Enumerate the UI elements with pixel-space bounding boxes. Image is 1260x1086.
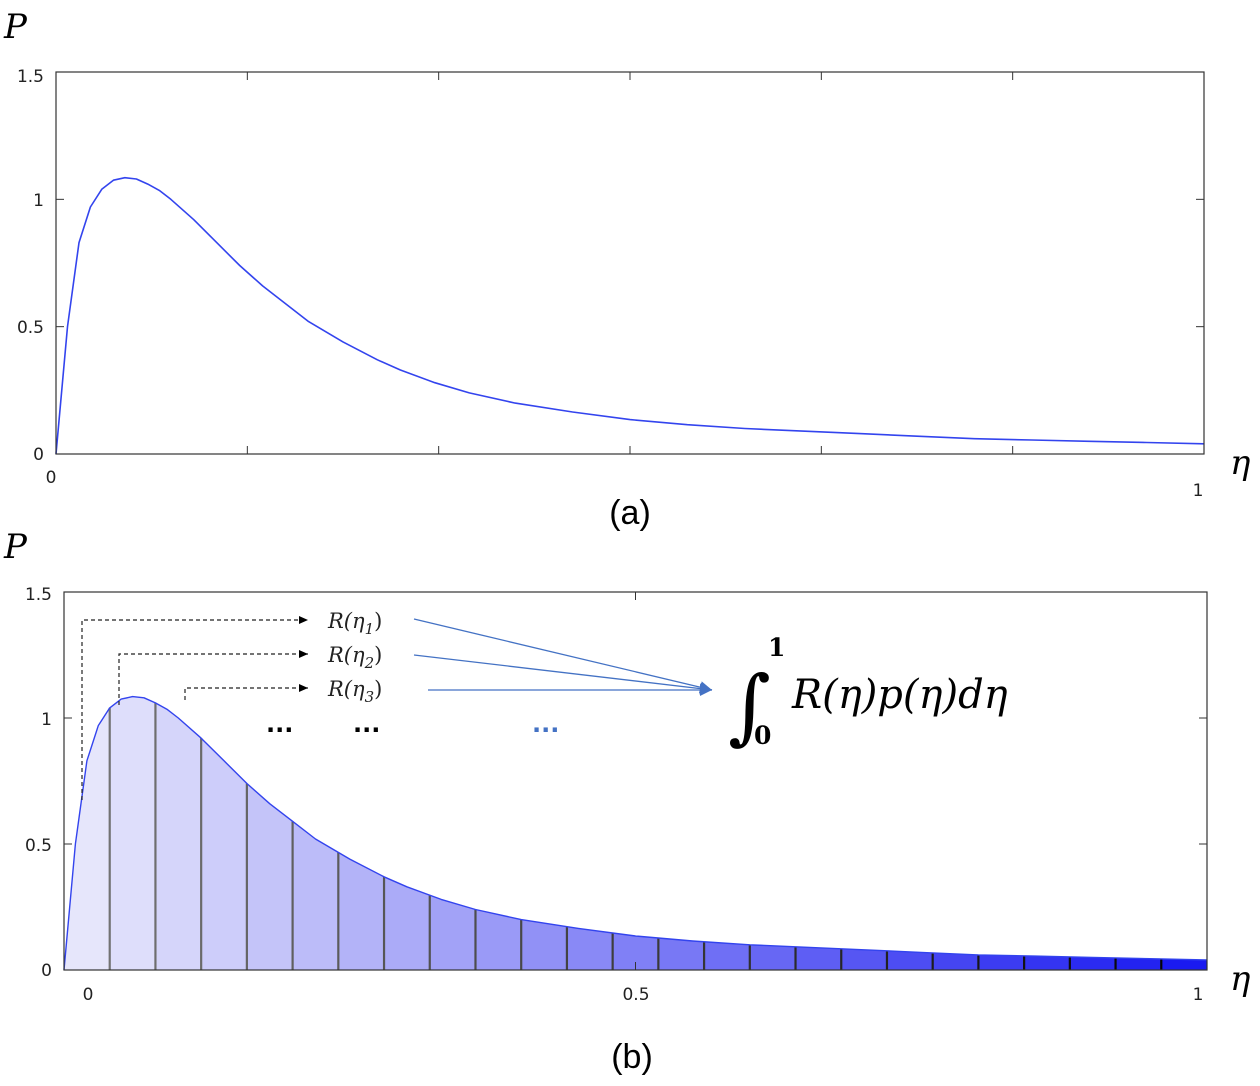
area-slice <box>612 933 659 970</box>
panel-b-x-tick-label: 0.5 <box>622 985 649 1005</box>
area-slice <box>475 909 522 970</box>
area-slice <box>749 944 796 970</box>
panel-a-plot-frame <box>55 71 1205 455</box>
panel-a-x-tick-label: 0 <box>46 468 57 488</box>
area-slice <box>521 919 567 970</box>
connector-eta2 <box>118 650 308 705</box>
panel-a-y-tick-label: 1 <box>33 191 44 211</box>
area-slice <box>384 876 430 970</box>
ellipsis-right: ... <box>532 710 559 738</box>
area-slice <box>338 852 384 970</box>
panel-b-slices <box>64 696 1207 970</box>
area-slice <box>64 707 110 970</box>
panel-a-x-axis-label: η <box>1230 443 1251 483</box>
area-slice <box>795 946 842 970</box>
area-slice <box>1161 958 1207 970</box>
area-slice <box>658 938 705 970</box>
panel-b-y-tick-label: 0.5 <box>25 836 52 856</box>
area-slice <box>201 738 247 970</box>
panel-b-x-tick-label: 0 <box>83 985 94 1005</box>
area-slice <box>246 783 293 970</box>
annotation-r-eta1: R(η1) <box>327 609 382 638</box>
area-slice <box>1069 956 1116 970</box>
panel-a-y-axis-label: P <box>3 7 28 47</box>
series-line-p <box>55 176 1205 455</box>
connector-eta1 <box>81 616 308 800</box>
area-slice <box>932 952 979 970</box>
connector-eta3 <box>184 684 308 700</box>
area-slice <box>1115 957 1162 970</box>
panel-b-marks <box>63 695 1208 971</box>
panel-a-x-tick-label: 1 <box>1193 481 1204 501</box>
ellipsis-left: ... <box>266 710 293 738</box>
panel-b-y-tick-label: 1 <box>41 710 52 730</box>
panel-a: 1.5 1 0.5 0 0 1 P η (a) <box>3 7 1251 532</box>
arrow-eta1 <box>413 618 713 694</box>
annotation-r-eta2: R(η2) <box>327 643 382 672</box>
panel-b-x-tick-label: 1 <box>1193 985 1204 1005</box>
panel-a-caption: (a) <box>609 494 651 532</box>
area-slice <box>1024 955 1070 970</box>
area-slice <box>109 696 156 970</box>
panel-a-marks <box>55 176 1205 455</box>
area-slice <box>978 954 1025 970</box>
integral-sign: ∫ <box>728 659 771 754</box>
panel-a-y-tick-label: 1.5 <box>17 67 44 87</box>
integral-formula: ∫ 1 0 R(η)p(η)dη <box>728 633 1008 754</box>
annotation-r-eta3: R(η3) <box>327 677 382 706</box>
area-slice <box>292 821 339 970</box>
area-slice <box>841 948 887 970</box>
panel-b-caption: (b) <box>611 1038 653 1076</box>
panel-a-y-tick-label: 0.5 <box>17 318 44 338</box>
area-slice <box>704 941 750 970</box>
area-slice <box>566 926 613 970</box>
integral-lower-limit: 0 <box>754 721 771 750</box>
area-slice <box>429 895 476 970</box>
annotation-connectors <box>81 616 308 800</box>
panel-a-ticks <box>55 71 1205 455</box>
panel-a-y-tick-label: 0 <box>33 445 44 465</box>
annotation-arrows <box>413 618 713 696</box>
ellipsis-middle: ... <box>353 710 380 738</box>
panel-b-ticks <box>63 591 1208 971</box>
series-line-p <box>63 695 1208 971</box>
panel-b-y-tick-label: 0 <box>41 961 52 981</box>
panel-b-x-axis-label: η <box>1230 959 1251 999</box>
panel-b-y-axis-label: P <box>3 527 28 567</box>
panel-b: 1.5 1 0.5 0 0 0.5 1 P η (b) R(η1) R(η2) … <box>3 527 1251 1076</box>
integral-upper-limit: 1 <box>768 633 785 662</box>
panel-b-y-tick-label: 1.5 <box>25 585 52 605</box>
area-slice <box>155 702 202 970</box>
integrand: R(η)p(η)dη <box>791 672 1008 718</box>
area-slice <box>887 950 933 970</box>
arrow-eta2 <box>413 654 713 695</box>
